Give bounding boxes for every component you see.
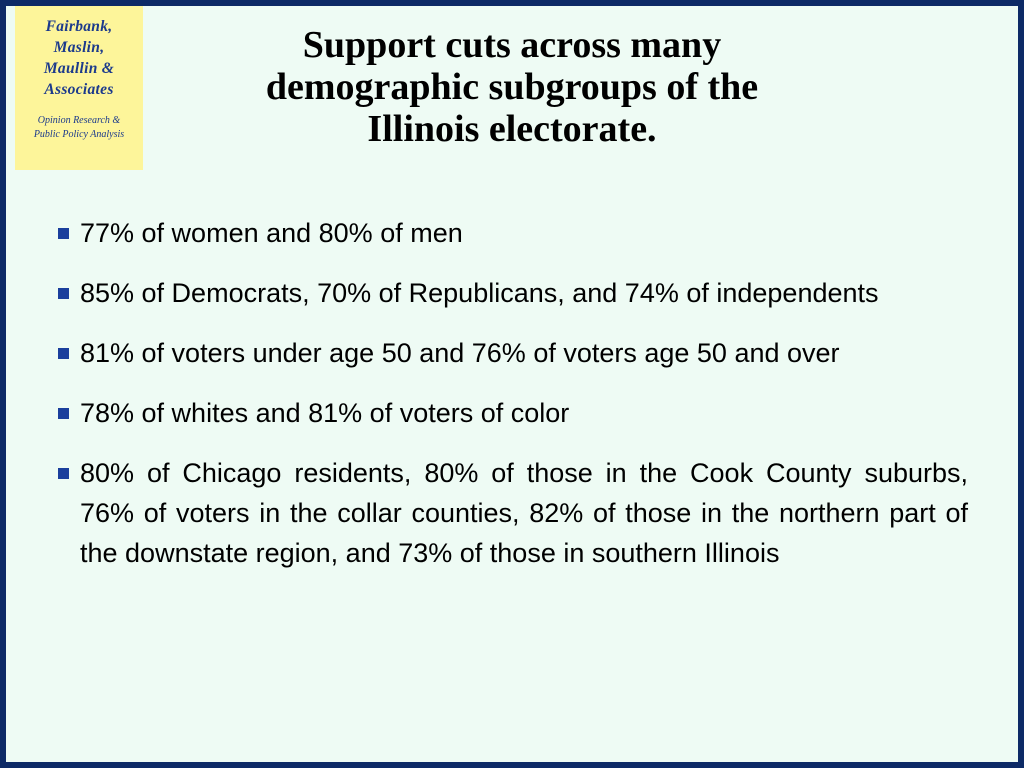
logo-name-line: Maullin & [43, 60, 115, 77]
logo-tagline-line: Public Policy Analysis [33, 129, 125, 140]
bullet-item: 78% of whites and 81% of voters of color [54, 393, 968, 433]
bullet-list: 77% of women and 80% of men 85% of Democ… [54, 213, 968, 593]
square-bullet-icon [58, 408, 69, 419]
bullet-text: 80% of Chicago residents, 80% of those i… [80, 458, 968, 568]
title-line: Illinois electorate. [367, 108, 657, 150]
logo-name-line: Fairbank, [45, 18, 113, 35]
square-bullet-icon [58, 468, 69, 479]
square-bullet-icon [58, 288, 69, 299]
bullet-item: 81% of voters under age 50 and 76% of vo… [54, 333, 968, 373]
square-bullet-icon [58, 348, 69, 359]
slide-title: Support cuts across many demographic sub… [166, 24, 858, 150]
logo-tagline-line: Opinion Research & [37, 115, 121, 126]
bullet-text: 78% of whites and 81% of voters of color [80, 398, 570, 428]
bullet-item: 77% of women and 80% of men [54, 213, 968, 253]
logo-name-line: Maslin, [53, 39, 105, 56]
bullet-text: 77% of women and 80% of men [80, 218, 463, 248]
bullet-item: 85% of Democrats, 70% of Republicans, an… [54, 273, 968, 313]
bullet-text: 81% of voters under age 50 and 76% of vo… [80, 338, 840, 368]
logo-name-line: Associates [44, 81, 114, 98]
title-line: demographic subgroups of the [265, 66, 759, 108]
logo-tagline: Opinion Research & Public Policy Analysi… [15, 114, 143, 142]
bullet-item: 80% of Chicago residents, 80% of those i… [54, 453, 968, 573]
company-logo: Fairbank, Maslin, Maullin & Associates O… [15, 6, 143, 170]
logo-name: Fairbank, Maslin, Maullin & Associates [15, 16, 143, 100]
square-bullet-icon [58, 228, 69, 239]
slide: Fairbank, Maslin, Maullin & Associates O… [6, 6, 1018, 762]
title-line: Support cuts across many [302, 24, 722, 66]
bullet-text: 85% of Democrats, 70% of Republicans, an… [80, 278, 879, 308]
